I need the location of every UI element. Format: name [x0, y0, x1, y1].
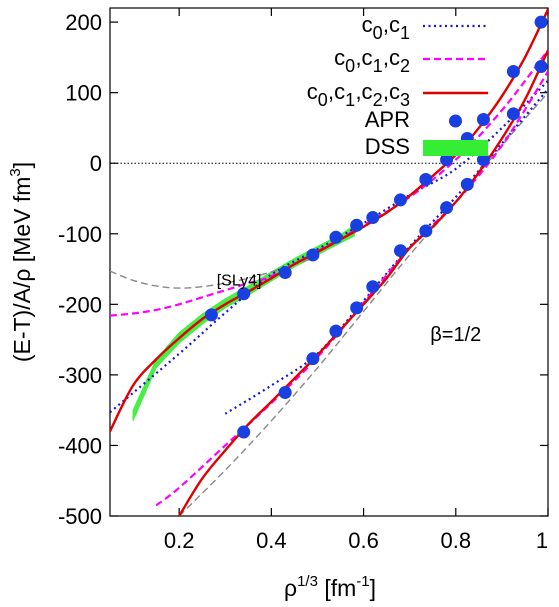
- apr-point: [440, 153, 454, 167]
- x-axis-title: ρ1/3 [fm-1]: [284, 573, 376, 601]
- apr-point: [306, 248, 320, 262]
- apr-point: [534, 15, 548, 29]
- series-c0-c1-c2-c3-upper: [110, 8, 548, 432]
- apr-point: [476, 153, 490, 167]
- annotation-beta: β=1/2: [430, 324, 481, 346]
- y-tick-label: 0: [90, 151, 102, 176]
- apr-point: [366, 280, 380, 294]
- apr-point: [204, 308, 218, 322]
- apr-point: [237, 287, 251, 301]
- legend-sample-dss: [423, 140, 488, 156]
- apr-point: [393, 244, 407, 258]
- legend-label-c-012: c0 ,c1 ,c2: [334, 45, 410, 76]
- apr-point: [419, 172, 433, 186]
- apr-point: [278, 386, 292, 400]
- annotation-sly4: [SLy4]: [217, 272, 262, 289]
- apr-point: [237, 425, 251, 439]
- y-tick-label: -400: [58, 433, 102, 458]
- apr-point: [278, 266, 292, 280]
- legend-sample-apr: [449, 114, 462, 128]
- series-dss-band: [132, 224, 355, 421]
- y-tick-label: -500: [58, 504, 102, 529]
- series-c0-c1-c2-upper: [110, 49, 548, 317]
- x-tick-label: 0.6: [348, 528, 379, 553]
- y-axis-title: (E-T)/A/ρ [MeV fm3]: [7, 162, 35, 362]
- apr-point: [350, 218, 364, 232]
- apr-point: [350, 301, 364, 315]
- legend-label-c-01: c0 ,c1: [362, 12, 410, 43]
- x-tick-label: 0.2: [164, 528, 195, 553]
- y-tick-label: 200: [65, 10, 102, 35]
- series-sly4-lower: [178, 92, 548, 516]
- apr-point: [393, 193, 407, 207]
- x-tick-label: 1: [536, 528, 548, 553]
- legend-label-dss: DSS: [365, 134, 410, 159]
- axes: -500 -400 -300 -200 -100 0 100 200 0.2 0.4 0.6 0.8 1…: [7, 7, 549, 601]
- series-c0-c1-lower: [224, 88, 548, 415]
- apr-point: [534, 60, 548, 74]
- apr-point: [329, 230, 343, 244]
- apr-point: [476, 112, 490, 126]
- legend-label-c-0123: c0 ,c1 ,c2 ,c3: [307, 79, 410, 110]
- y-tick-label: 100: [65, 81, 102, 106]
- x-tick-label: 0.8: [440, 528, 471, 553]
- legend-label-apr: APR: [365, 107, 410, 132]
- annotations: [SLy4] β=1/2: [217, 272, 482, 346]
- y-tick-label: -200: [58, 292, 102, 317]
- series-c0-c1-c2-lower: [155, 70, 548, 507]
- plot-area: [110, 8, 548, 516]
- x-tick-label: 0.4: [256, 528, 287, 553]
- apr-point: [366, 211, 380, 225]
- plot-frame: [109, 7, 549, 517]
- apr-point: [329, 324, 343, 338]
- y-tick-label: -300: [58, 363, 102, 388]
- y-tick-label: -100: [58, 222, 102, 247]
- apr-point: [440, 201, 454, 215]
- apr-point: [306, 352, 320, 366]
- apr-point: [506, 107, 520, 121]
- apr-point: [460, 177, 474, 191]
- apr-point: [506, 65, 520, 78]
- apr-point: [419, 224, 433, 238]
